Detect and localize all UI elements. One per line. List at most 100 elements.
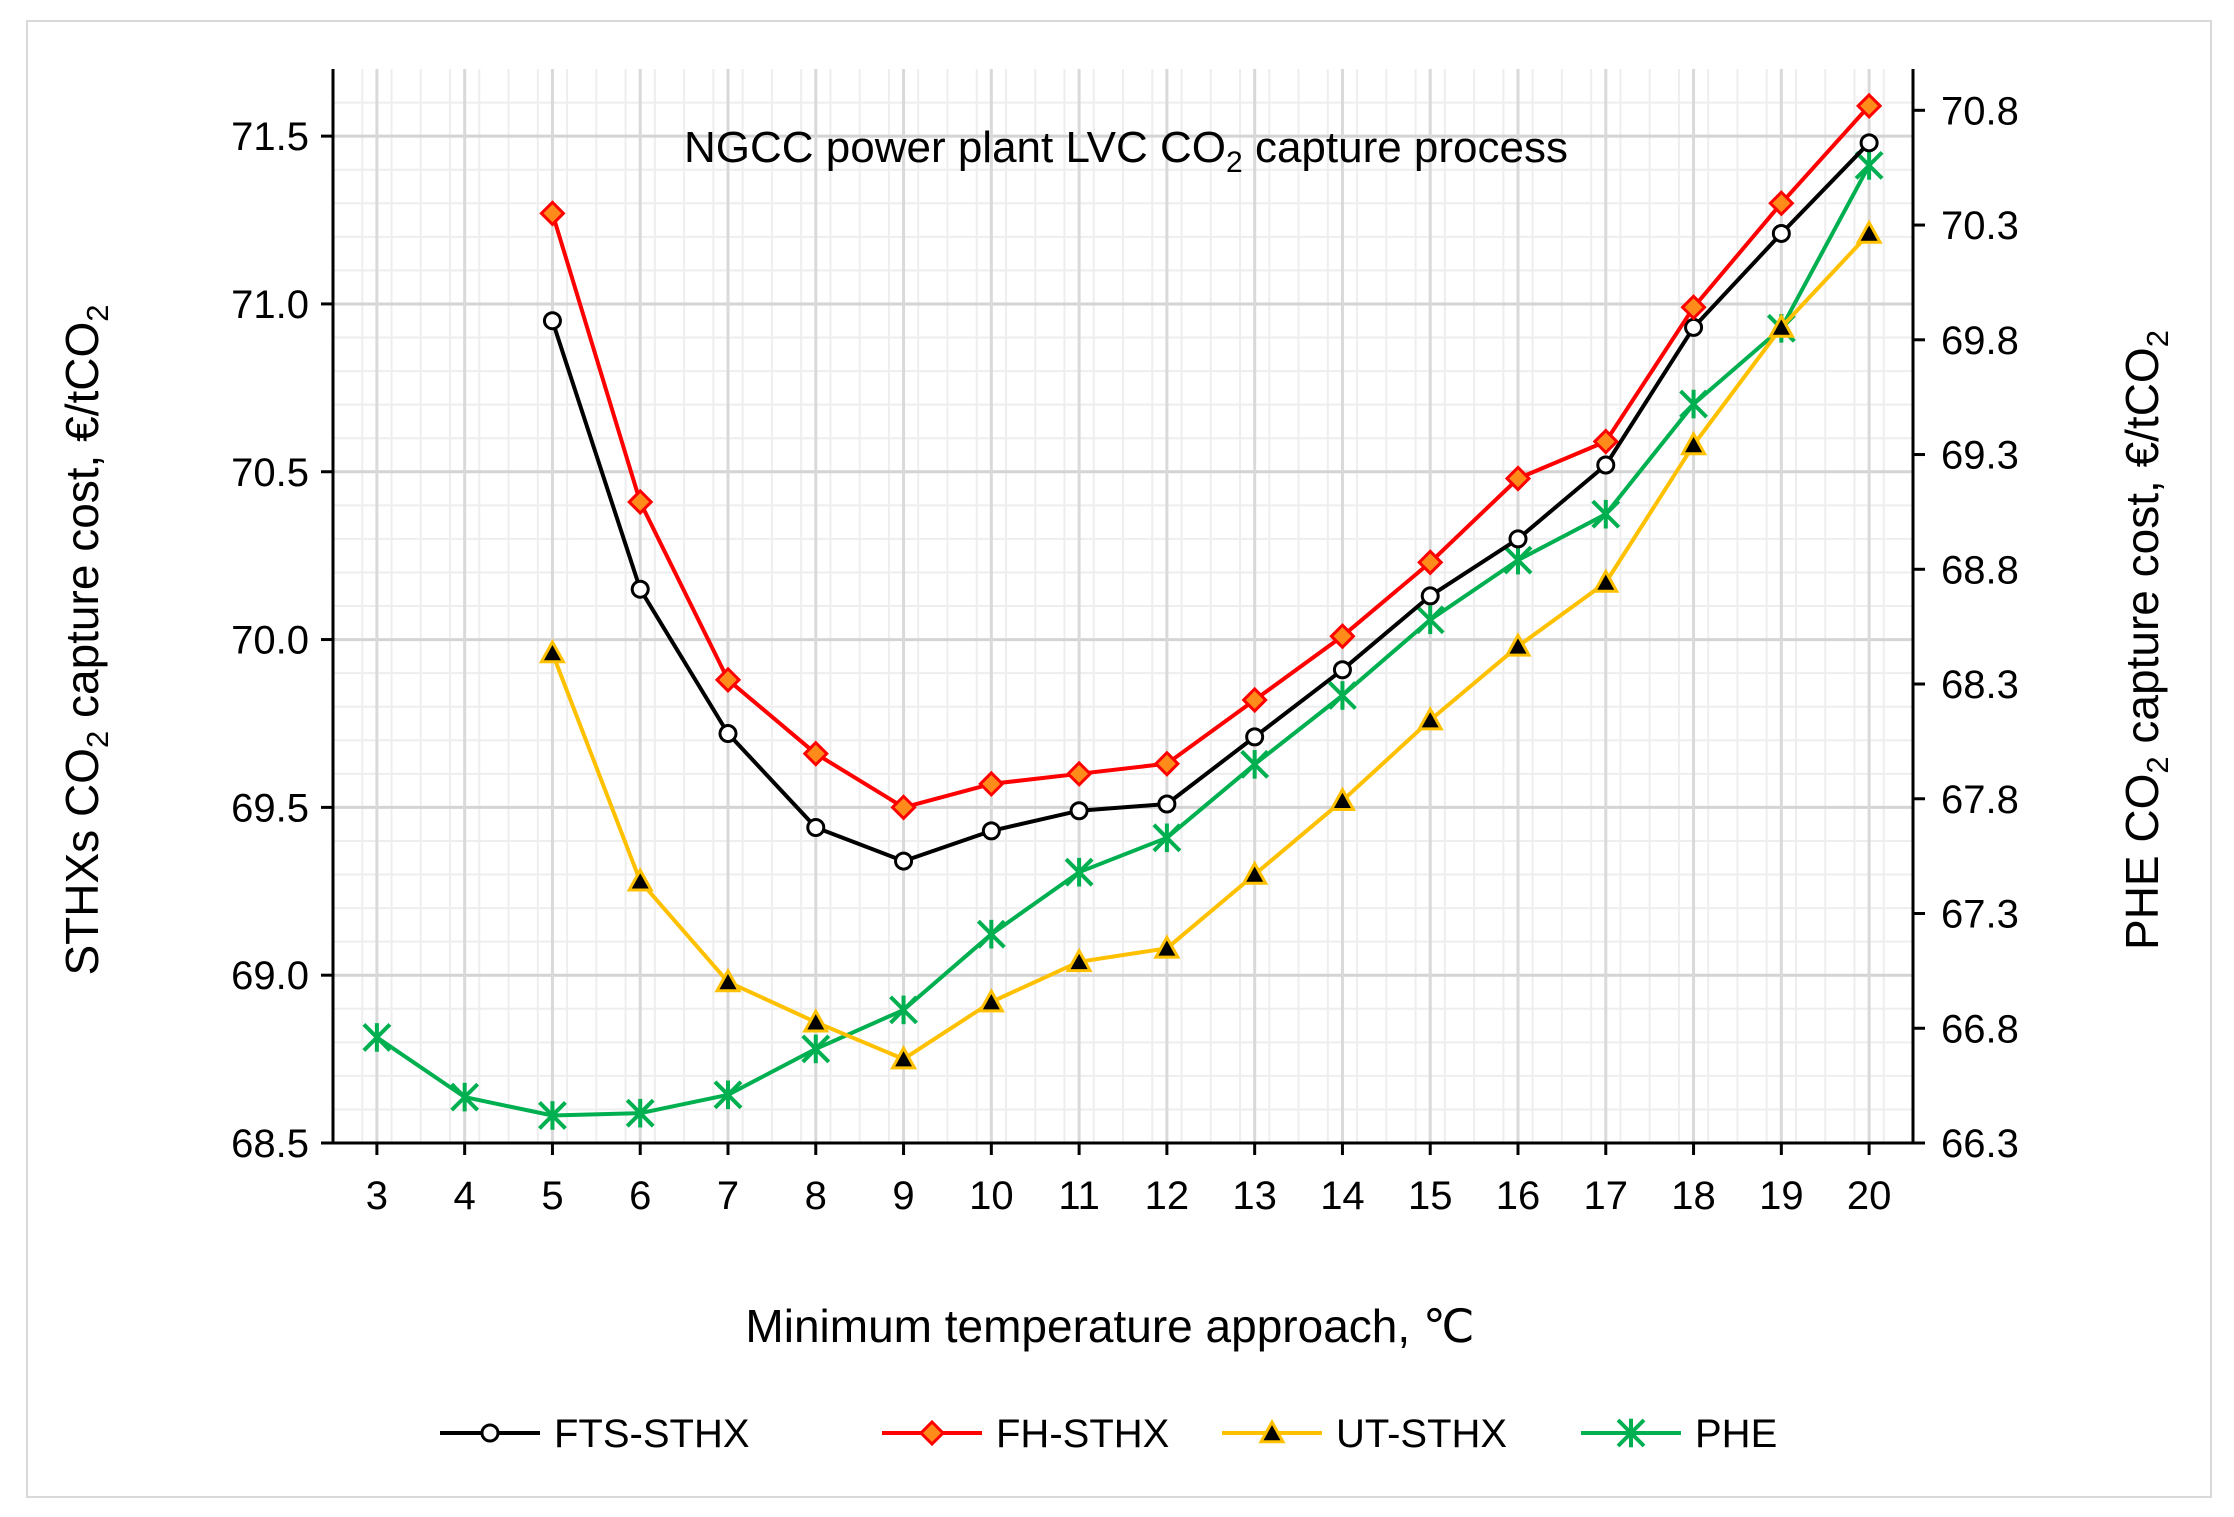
x-tick-label: 8 [805, 1174, 827, 1218]
chart-title-subscript: 2 [1226, 146, 1243, 179]
legend-marker-fts-sthx [480, 1423, 500, 1443]
data-point-fh-sthx [539, 200, 566, 227]
data-point-phe [1152, 823, 1182, 853]
y-right-tick-label: 68.8 [1941, 548, 2019, 592]
x-tick-label: 15 [1408, 1174, 1453, 1218]
y-right-tick-label: 66.3 [1941, 1122, 2019, 1166]
data-point-fts-sthx [894, 851, 914, 871]
data-point-fts-sthx [1069, 801, 1089, 821]
data-point-ut-sthx [1328, 786, 1356, 811]
data-point-fh-sthx [1504, 465, 1532, 492]
y-right-tick-label: 67.8 [1941, 778, 2019, 822]
data-point-ut-sthx [1504, 632, 1532, 657]
data-point-ut-sthx [714, 967, 742, 993]
series-line-ut-sthx [550, 232, 1871, 1062]
x-tick-label: 11 [1058, 1174, 1100, 1218]
data-point-fts-sthx [1332, 660, 1352, 680]
legend-item-phe: PHE [1581, 1412, 1777, 1456]
y-left-tick-label: 70.5 [231, 451, 309, 495]
y-right-tick-label: 67.3 [1941, 893, 2019, 937]
y-axis-right-title: PHE CO2 capture cost, €/tCO2 [2116, 330, 2175, 950]
data-point-phe [1854, 150, 1884, 180]
data-point-ut-sthx [977, 987, 1005, 1013]
data-point-fh-sthx [1417, 549, 1444, 576]
data-point-fts-sthx [1420, 586, 1440, 606]
data-point-fh-sthx [1153, 750, 1181, 777]
y-left-tick-label: 69.5 [231, 786, 309, 830]
data-point-fh-sthx [1241, 686, 1268, 714]
data-point-fts-sthx [1859, 133, 1879, 153]
data-point-fh-sthx [1768, 190, 1795, 217]
data-point-phe [801, 1034, 831, 1064]
y-right-tick-label: 66.8 [1941, 1007, 2019, 1051]
x-tick-label: 16 [1496, 1174, 1541, 1218]
data-point-phe [889, 995, 918, 1025]
data-point-fts-sthx [1508, 529, 1528, 549]
data-point-fh-sthx [1329, 623, 1356, 650]
data-point-fts-sthx [1684, 317, 1704, 337]
data-point-phe [976, 919, 1006, 949]
gridlines [333, 69, 1913, 1145]
legend-item-fts-sthx: FTS-STHX [440, 1412, 750, 1456]
legend-marker-phe [1616, 1418, 1646, 1448]
x-tick-label: 4 [454, 1174, 476, 1218]
y-right-tick-label: 68.3 [1941, 663, 2019, 707]
data-point-ut-sthx [1153, 934, 1181, 959]
series-fh-sthx [539, 92, 1883, 821]
data-point-fts-sthx [718, 724, 738, 744]
data-point-ut-sthx [1416, 706, 1444, 731]
data-point-fts-sthx [1245, 727, 1265, 747]
data-point-fh-sthx [890, 794, 917, 821]
data-point-phe [450, 1082, 480, 1112]
legend-marker-fh-sthx [918, 1419, 946, 1447]
x-tick-label: 7 [717, 1174, 739, 1218]
x-tick-label: 17 [1584, 1174, 1629, 1218]
data-point-fts-sthx [1771, 223, 1791, 243]
series-fts-sthx [542, 133, 1879, 871]
y-left-tick-label: 68.5 [231, 1122, 309, 1166]
data-point-fts-sthx [630, 579, 650, 599]
data-point-fh-sthx [1065, 760, 1093, 787]
data-point-ut-sthx [538, 638, 566, 664]
data-point-fts-sthx [1157, 794, 1177, 814]
data-point-ut-sthx [626, 867, 654, 892]
data-point-fts-sthx [1596, 455, 1616, 475]
y-left-tick-label: 70.0 [231, 619, 309, 663]
x-tick-label: 5 [541, 1174, 563, 1218]
x-tick-label: 14 [1320, 1174, 1365, 1218]
series-line-fts-sthx [550, 141, 1871, 864]
data-point-ut-sthx [1241, 860, 1269, 885]
x-tick-label: 19 [1759, 1174, 1804, 1218]
y-right-tick-label: 70.3 [1941, 204, 2019, 248]
data-point-phe [625, 1098, 655, 1128]
legend-item-fh-sthx: FH-STHX [882, 1412, 1169, 1456]
data-point-fh-sthx [1680, 294, 1707, 321]
data-point-phe [1064, 857, 1094, 887]
axes [321, 69, 1925, 1155]
data-point-phe [1679, 389, 1708, 419]
data-point-fh-sthx [1592, 428, 1619, 455]
legend-marker-ut-sthx [1258, 1418, 1286, 1444]
data-point-phe [1328, 681, 1357, 710]
legend-label-fts-sthx: FTS-STHX [554, 1412, 750, 1456]
x-tick-label: 20 [1847, 1174, 1892, 1218]
legend-label-phe: PHE [1695, 1412, 1777, 1456]
y-left-tick-label: 71.5 [231, 115, 309, 159]
data-point-ut-sthx [802, 1008, 830, 1033]
data-point-ut-sthx [1855, 219, 1883, 244]
x-tick-label: 10 [969, 1174, 1014, 1218]
data-point-ut-sthx [1065, 947, 1093, 973]
data-point-ut-sthx [1592, 568, 1620, 593]
data-point-fts-sthx [806, 818, 826, 838]
data-point-ut-sthx [1680, 430, 1708, 456]
series-line-phe [375, 164, 1871, 1118]
y-right-tick-label: 69.8 [1941, 319, 2019, 363]
y-axis-left-title: STHXs CO2 capture cost, €/tCO2 [56, 304, 115, 975]
data-point-ut-sthx [1767, 313, 1795, 338]
legend-item-ut-sthx: UT-STHX [1222, 1412, 1507, 1456]
y-left-tick-label: 69.0 [231, 954, 309, 998]
series-line-fh-sthx [550, 104, 1871, 810]
series-ut-sthx [538, 219, 1883, 1070]
legend: FTS-STHX FH-STHX UT-STHX PHE [440, 1412, 1777, 1456]
